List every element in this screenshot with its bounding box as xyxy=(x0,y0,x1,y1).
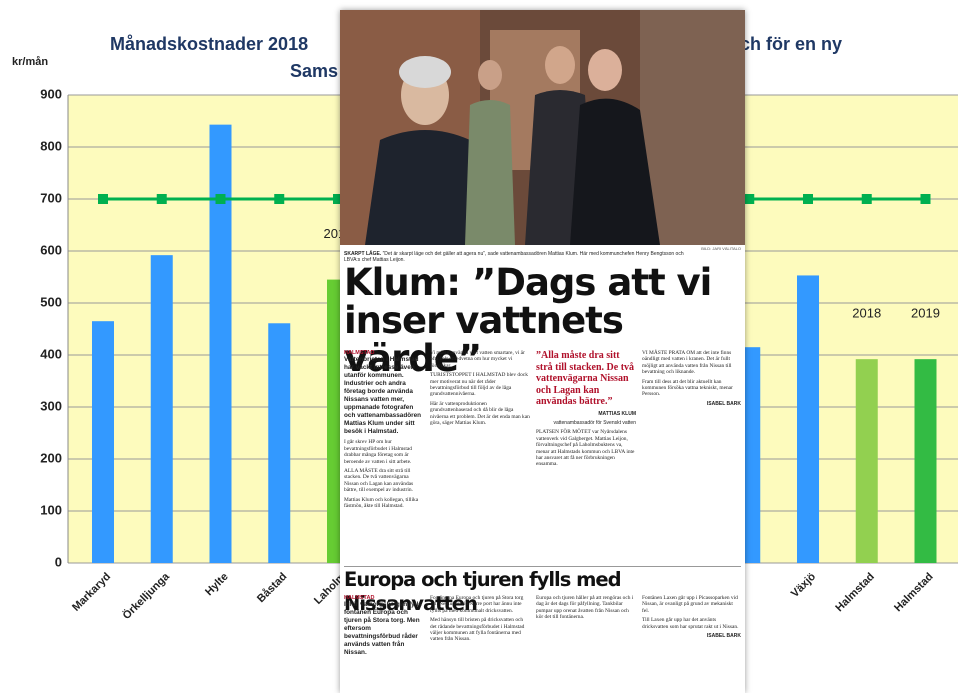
divider xyxy=(344,566,741,567)
paragraph: Vi måste använda vårt vatten smartare, v… xyxy=(430,350,530,369)
bar-label: 2018 xyxy=(852,306,881,321)
quote: ”Alla måste dra sitt strå till stacken. … xyxy=(536,350,636,408)
line-marker xyxy=(274,194,284,204)
photo xyxy=(340,10,745,245)
y-tick-label: 300 xyxy=(40,398,62,413)
quote-name: MATTIAS KLUM xyxy=(536,411,636,417)
line-marker xyxy=(744,194,754,204)
column: Fontänerna Europa och tjuren på Stora to… xyxy=(430,595,530,693)
paragraph: Fram till dess att det blir aktuellt kan… xyxy=(642,379,741,398)
y-axis-label: kr/mån xyxy=(12,56,48,68)
y-tick-label: 500 xyxy=(40,294,62,309)
paragraph: TURISTSTOPPET I HALMSTAD blev dock mer m… xyxy=(430,372,530,398)
paragraph: Med hänsyn till bristen på dricksvatten … xyxy=(430,617,530,643)
chart-title: Månadskostnader 2018 xyxy=(110,34,308,54)
paragraph: PLATSEN FÖR MÖTET var Nyårsdalens vatten… xyxy=(536,429,636,467)
paragraph: VI MÅSTE PRATA OM att det inte finns oän… xyxy=(642,350,741,376)
y-tick-label: 400 xyxy=(40,346,62,361)
photo-credit: BILD: JARI VÄLITALO xyxy=(701,246,741,251)
paragraph: Fontänen Laxen går upp i Picassoparken v… xyxy=(642,595,741,614)
lead-2: Inför valborgshelgen fylls fontänen Euro… xyxy=(344,601,424,657)
y-tick-label: 700 xyxy=(40,190,62,205)
line-marker xyxy=(216,194,226,204)
line-marker xyxy=(921,194,931,204)
y-tick-label: 900 xyxy=(40,86,62,101)
bar xyxy=(268,323,290,563)
x-tick-label: Halmstad xyxy=(833,571,877,615)
x-tick-label: Växjö xyxy=(789,571,818,600)
y-tick-label: 600 xyxy=(40,242,62,257)
byline-2: ISABEL BARK xyxy=(642,633,741,639)
bar xyxy=(856,359,878,563)
x-tick-label: Markaryd xyxy=(70,571,113,614)
y-tick-label: 100 xyxy=(40,502,62,517)
page: Månadskostnader 2018 ch för en ny Sams k… xyxy=(0,0,958,693)
y-tick-label: 200 xyxy=(40,450,62,465)
paragraph: ALLA MÅSTE dra sitt strå till stacken. D… xyxy=(344,468,424,494)
x-tick-label: Örkelljunga xyxy=(120,569,173,622)
newspaper-clipping: BILD: JARI VÄLITALO SKARPT LÄGE. ”Det är… xyxy=(340,10,745,693)
y-tick-label: 800 xyxy=(40,138,62,153)
column: ”Alla måste dra sitt strå till stacken. … xyxy=(536,350,636,565)
y-tick-label: 0 xyxy=(55,554,62,569)
bar xyxy=(915,359,937,563)
line-marker xyxy=(98,194,108,204)
chart-subtitle: Sams xyxy=(290,61,338,81)
column: VI MÅSTE PRATA OM att det inte finns oän… xyxy=(642,350,741,565)
paragraph: Mattias Klum och kollegan, tillika fästm… xyxy=(344,497,424,510)
bar xyxy=(210,125,232,563)
paragraph: Fontänerna Europa och tjuren på Stora to… xyxy=(430,595,530,614)
lead: Vattenbristen i Halmstad har väckt intre… xyxy=(344,356,424,436)
bar xyxy=(797,275,819,563)
line-marker xyxy=(157,194,167,204)
bar-label: 2019 xyxy=(911,306,940,321)
byline: ISABEL BARK xyxy=(642,401,741,407)
paragraph: Till Laxen går upp har det använts drick… xyxy=(642,617,741,630)
x-tick-label: Halmstad xyxy=(892,571,936,615)
x-tick-label: Hylte xyxy=(203,571,231,599)
paragraph: Europa och tjuren håller på att rengöras… xyxy=(536,595,636,621)
line-marker xyxy=(862,194,872,204)
paragraph: Här är vattenproduktionen grundvattenbas… xyxy=(430,401,530,427)
quote-role: vattenambassadör för Svenskt vatten xyxy=(536,420,636,426)
chart-title-right: ch för en ny xyxy=(740,34,842,54)
paragraph: I går skrev HP om hur bevattningsförbude… xyxy=(344,439,424,465)
bar xyxy=(92,321,114,563)
bar xyxy=(151,255,173,563)
column: Fontänen Laxen går upp i Picassoparken v… xyxy=(642,595,741,693)
column: Vi måste använda vårt vatten smartare, v… xyxy=(430,350,530,565)
x-tick-label: Båstad xyxy=(255,571,289,605)
line-marker xyxy=(803,194,813,204)
column: Europa och tjuren håller på att rengöras… xyxy=(536,595,636,693)
